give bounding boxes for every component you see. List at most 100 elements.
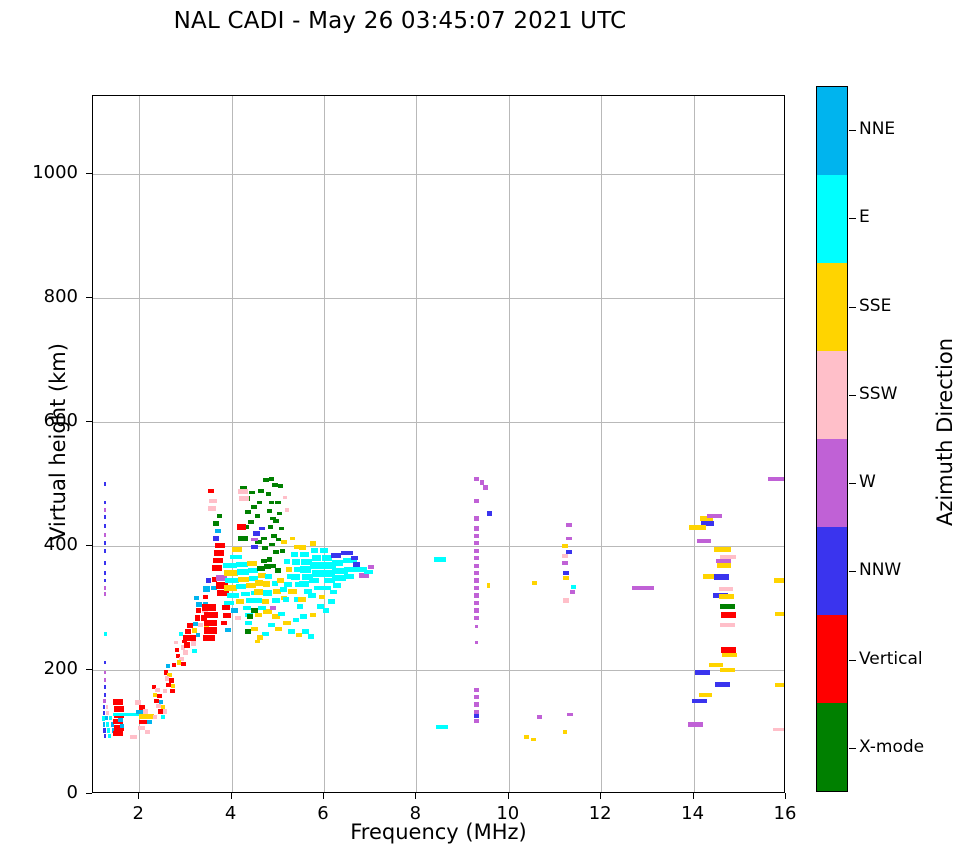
colorbar-tick <box>849 218 856 220</box>
echo-mark <box>105 704 108 710</box>
echo-mark <box>289 536 296 541</box>
colorbar-tick <box>849 130 856 132</box>
echo-mark <box>329 589 337 594</box>
echo-mark <box>211 577 217 583</box>
grid-line-vertical <box>324 96 325 792</box>
echo-mark <box>561 543 569 548</box>
echo-mark <box>278 484 283 489</box>
echo-mark <box>103 728 106 734</box>
colorbar-segment-vertical <box>817 615 847 703</box>
echo-mark <box>202 604 217 612</box>
echo-mark <box>103 541 106 546</box>
echo-mark <box>474 718 479 723</box>
echo-mark <box>103 500 106 505</box>
echo-mark <box>265 574 272 580</box>
echo-mark <box>254 514 261 518</box>
echo-mark <box>707 513 723 519</box>
echo-mark <box>171 683 176 689</box>
echo-mark <box>204 619 218 626</box>
echo-mark <box>103 481 106 486</box>
colorbar-title: Azimuth Direction <box>933 337 957 527</box>
colorbar-label-ssw: SSW <box>859 383 898 404</box>
echo-mark <box>113 712 121 717</box>
grid-line-vertical <box>693 96 695 792</box>
x-axis-tick-label: 4 <box>224 803 237 824</box>
echo-mark <box>565 549 573 555</box>
echo-mark <box>251 627 258 631</box>
x-axis-tick <box>138 793 140 799</box>
echo-mark <box>108 716 113 721</box>
echo-mark <box>223 600 234 606</box>
grid-line-vertical <box>416 96 418 792</box>
echo-mark <box>311 555 322 562</box>
echo-mark <box>299 614 308 619</box>
echo-mark <box>271 614 281 620</box>
echo-mark <box>774 682 784 687</box>
echo-mark <box>273 550 279 554</box>
echo-mark <box>161 704 166 710</box>
echo-mark <box>479 480 485 485</box>
colorbar-label-nnw: NNW <box>859 560 902 581</box>
echo-mark <box>474 541 479 546</box>
echo-mark <box>105 716 109 721</box>
echo-mark <box>301 558 312 566</box>
echo-mark <box>474 695 479 700</box>
echo-mark <box>266 509 273 513</box>
echo-mark <box>267 525 274 530</box>
echo-mark <box>319 548 329 554</box>
echo-mark <box>181 661 186 666</box>
echo-mark <box>304 589 313 595</box>
echo-mark <box>162 689 168 693</box>
echo-mark <box>263 581 271 588</box>
echo-mark <box>352 562 361 567</box>
colorbar-label-w: W <box>859 472 876 493</box>
echo-mark <box>270 563 276 568</box>
colorbar-label-x-mode: X-mode <box>859 736 925 757</box>
echo-mark <box>474 498 479 504</box>
y-axis-tick-label: 800 <box>43 285 78 307</box>
echo-mark <box>255 539 262 545</box>
echo-mark <box>721 612 737 619</box>
echo-mark <box>293 596 301 602</box>
echo-mark <box>194 615 201 621</box>
echo-mark <box>562 570 570 576</box>
echo-mark <box>105 710 109 715</box>
echo-mark <box>695 670 711 675</box>
echo-mark <box>169 678 174 683</box>
echo-mark <box>179 656 184 661</box>
echo-mark <box>244 620 252 625</box>
echo-mark <box>567 712 573 717</box>
x-axis-tick-label: 8 <box>409 803 422 824</box>
echo-mark <box>343 574 355 580</box>
echo-mark <box>283 559 291 565</box>
echo-mark <box>176 660 182 665</box>
colorbar-label-sse: SSE <box>859 295 892 316</box>
echo-mark <box>773 578 784 583</box>
echo-mark <box>299 566 312 573</box>
echo-mark <box>191 641 197 647</box>
echo-mark <box>231 608 238 613</box>
echo-mark <box>251 505 257 510</box>
echo-mark <box>238 576 250 582</box>
x-axis-tick-label: 12 <box>588 803 612 824</box>
echo-mark <box>195 607 202 614</box>
echo-mark <box>246 560 257 566</box>
colorbar-tick <box>849 306 856 308</box>
echo-mark <box>208 506 217 511</box>
echo-mark <box>255 613 262 618</box>
echo-mark <box>184 642 191 648</box>
echo-mark <box>103 677 106 682</box>
echo-mark <box>279 548 286 553</box>
echo-mark <box>270 516 276 521</box>
echo-mark <box>258 573 266 579</box>
echo-mark <box>178 632 183 636</box>
echo-mark <box>263 478 269 482</box>
echo-mark <box>138 726 145 731</box>
echo-mark <box>287 574 295 580</box>
echo-mark <box>474 615 479 620</box>
echo-mark <box>363 569 373 575</box>
echo-mark <box>268 476 275 481</box>
echo-mark <box>212 557 223 564</box>
echo-mark <box>474 687 479 692</box>
echo-mark <box>235 584 246 590</box>
